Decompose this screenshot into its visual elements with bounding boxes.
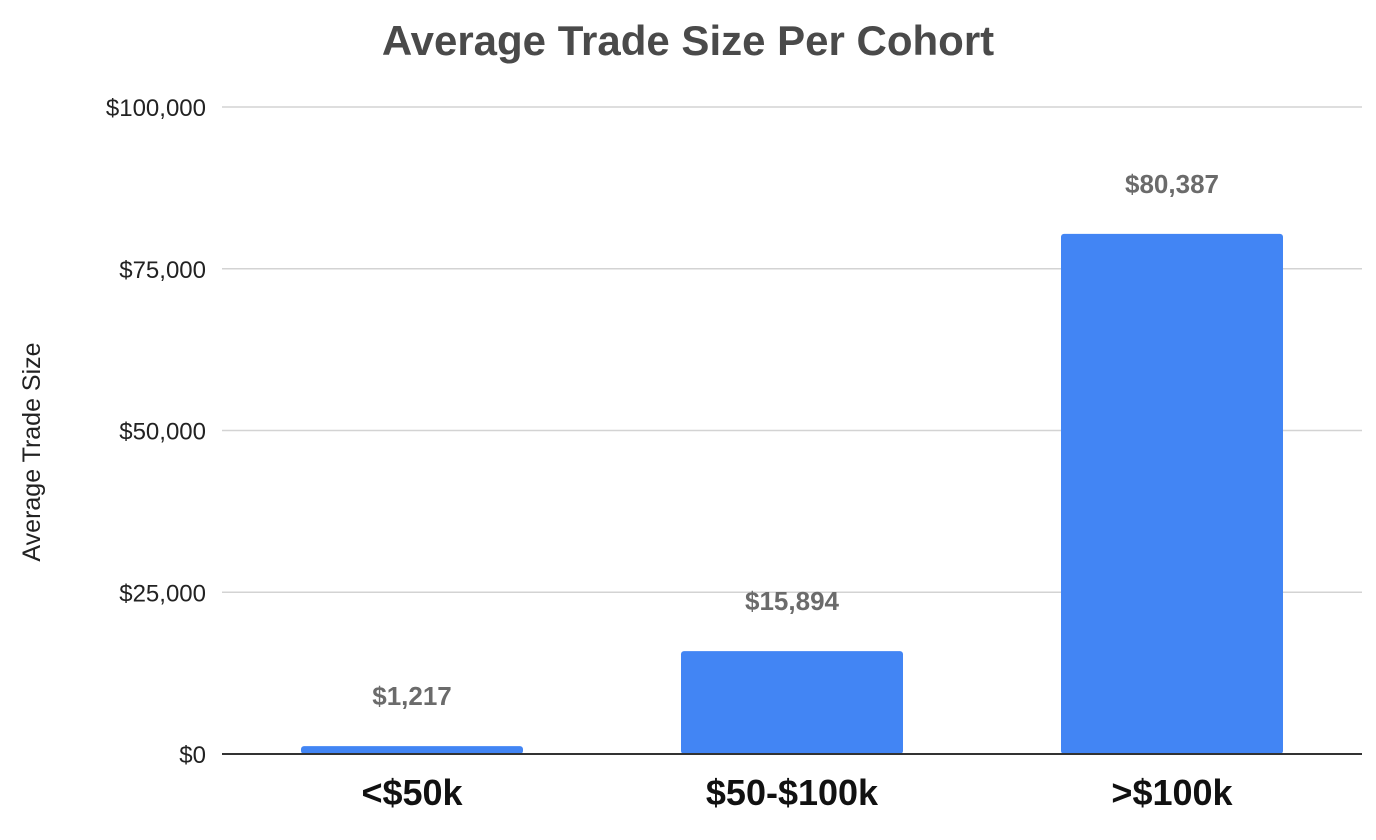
x-tick-label: >$100k	[1111, 772, 1233, 813]
y-tick-label: $100,000	[106, 95, 206, 122]
bar	[681, 651, 903, 754]
chart-title: Average Trade Size Per Cohort	[382, 17, 994, 64]
x-tick-label: $50-$100k	[706, 772, 879, 813]
x-axis-ticks: <$50k $50-$100k >$100k	[361, 772, 1233, 813]
y-axis-label: Average Trade Size	[18, 342, 46, 561]
y-tick-label: $0	[179, 742, 206, 769]
y-axis-ticks: $0 $25,000 $50,000 $75,000 $100,000	[106, 95, 206, 769]
x-tick-label: <$50k	[361, 772, 463, 813]
data-label: $15,894	[745, 586, 840, 616]
data-label: $1,217	[372, 681, 452, 711]
y-tick-label: $50,000	[119, 419, 206, 446]
y-tick-label: $25,000	[119, 580, 206, 607]
y-tick-label: $75,000	[119, 257, 206, 284]
bar	[301, 746, 523, 754]
bar	[1061, 233, 1283, 754]
data-labels: $1,217 $15,894 $80,387	[372, 169, 1219, 711]
bars	[301, 233, 1283, 754]
data-label: $80,387	[1125, 169, 1219, 199]
